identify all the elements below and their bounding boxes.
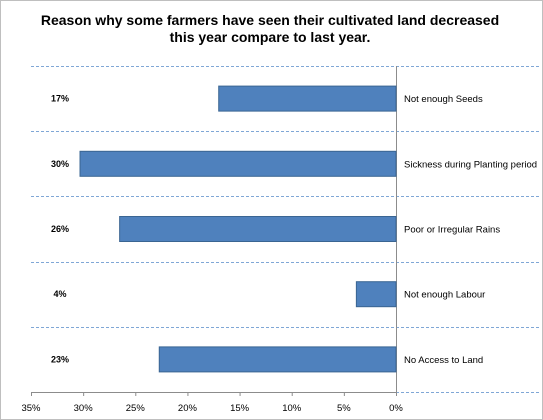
data-label: 4% — [53, 289, 66, 299]
bar — [218, 85, 397, 112]
bar — [158, 346, 397, 373]
x-tick-label: 20% — [178, 403, 198, 414]
category-label: No Access to Land — [404, 355, 483, 366]
data-label: 23% — [51, 354, 69, 364]
x-tick-label: 5% — [337, 403, 351, 414]
category-label: Poor or Irregular Rains — [404, 225, 500, 236]
category-label: Sickness during Planting period — [404, 159, 537, 170]
bar — [119, 216, 397, 242]
chart-title: Reason why some farmers have seen their … — [40, 12, 500, 45]
category-label: Not enough Labour — [404, 290, 485, 301]
x-tick-label: 25% — [126, 403, 146, 414]
data-label: 30% — [51, 159, 69, 169]
data-label: 26% — [51, 224, 69, 234]
x-tick-label: 35% — [21, 403, 41, 414]
data-label: 17% — [51, 94, 69, 104]
x-tick-label: 0% — [389, 403, 403, 414]
bar — [355, 281, 397, 308]
category-label: Not enough Seeds — [404, 94, 483, 105]
x-tick-label: 30% — [74, 403, 94, 414]
x-tick-label: 15% — [230, 403, 250, 414]
bar — [79, 150, 397, 177]
x-tick-label: 10% — [282, 403, 302, 414]
